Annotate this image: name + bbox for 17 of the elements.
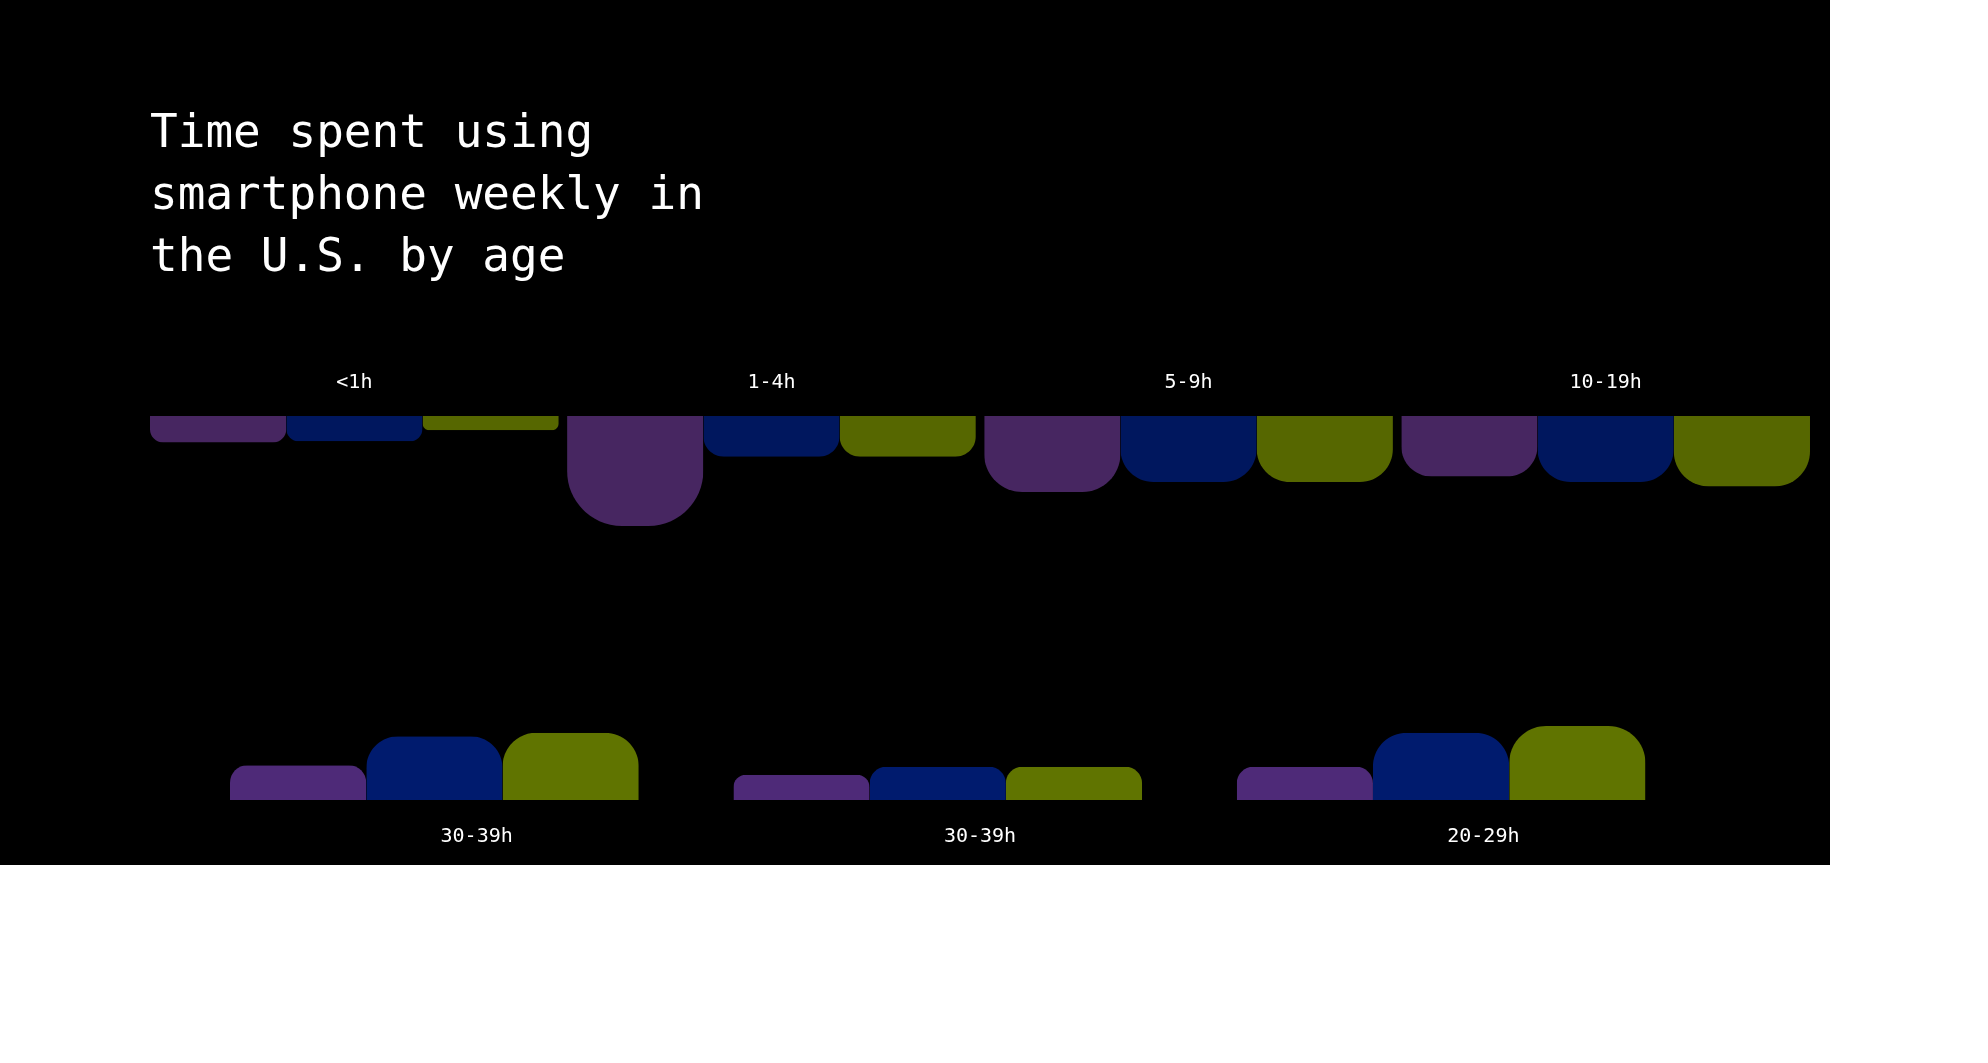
x-tick-label: 20-29h — [1447, 822, 1520, 847]
x-tick-label: 30-39h — [943, 822, 1017, 847]
x-tick-label: 5-9h — [1164, 368, 1213, 393]
bar — [502, 732, 639, 800]
chart-title: Time spent using smartphone weekly in the U.S. by age — [150, 104, 704, 282]
x-tick-label: 1-4h — [747, 368, 796, 393]
bar — [1372, 732, 1510, 800]
x-tick-label: <1h — [336, 368, 373, 393]
bar — [366, 736, 503, 800]
bar — [1509, 726, 1646, 800]
bar — [230, 765, 367, 800]
bar — [1005, 766, 1143, 800]
bar — [733, 774, 870, 800]
bar — [1236, 766, 1373, 800]
bar — [869, 766, 1006, 800]
x-tick-label: 30-39h — [440, 822, 513, 847]
x-tick-label: 10-19h — [1569, 368, 1642, 393]
